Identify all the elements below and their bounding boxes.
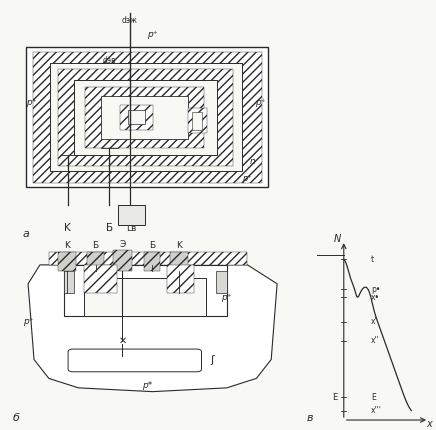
Text: p⁺: p⁺ bbox=[221, 292, 232, 301]
Text: xк: xк bbox=[170, 280, 179, 286]
Text: p*: p* bbox=[142, 381, 152, 390]
Text: x': x' bbox=[371, 317, 378, 326]
Bar bbox=[216, 270, 227, 293]
Bar bbox=[112, 250, 132, 270]
Bar bbox=[170, 252, 188, 270]
Text: n⁺: n⁺ bbox=[137, 110, 147, 119]
Text: а: а bbox=[23, 229, 29, 239]
Bar bbox=[85, 265, 117, 293]
Bar bbox=[33, 52, 262, 183]
Text: p⁺: p⁺ bbox=[26, 98, 37, 108]
Text: x''': x''' bbox=[371, 406, 382, 415]
Text: p⁺: p⁺ bbox=[255, 98, 266, 108]
Text: p: p bbox=[217, 140, 223, 148]
Bar bbox=[50, 64, 242, 171]
Bar bbox=[144, 252, 160, 270]
Text: K: K bbox=[176, 242, 182, 250]
Text: xэ: xэ bbox=[88, 280, 96, 286]
Bar bbox=[64, 270, 74, 293]
Text: dэв: dэв bbox=[103, 56, 116, 65]
Text: p⁺: p⁺ bbox=[147, 30, 158, 39]
Text: Э: Э bbox=[119, 240, 126, 249]
Text: в: в bbox=[307, 413, 313, 423]
Text: x'': x'' bbox=[371, 336, 380, 345]
Text: p: p bbox=[142, 298, 148, 308]
Text: p•: p• bbox=[371, 285, 380, 294]
Bar bbox=[118, 205, 144, 224]
Bar bbox=[102, 96, 187, 138]
Bar bbox=[85, 87, 204, 147]
Text: ✕: ✕ bbox=[119, 335, 127, 346]
Text: ʃ: ʃ bbox=[210, 356, 214, 365]
Text: n: n bbox=[249, 157, 255, 166]
Text: Б: Б bbox=[106, 223, 113, 233]
Text: Lв: Lв bbox=[126, 224, 136, 233]
Text: n⁺: n⁺ bbox=[96, 273, 105, 283]
Bar bbox=[49, 252, 248, 265]
Bar bbox=[187, 108, 207, 133]
Bar bbox=[75, 80, 217, 155]
Text: N: N bbox=[334, 234, 341, 244]
PathPatch shape bbox=[28, 265, 277, 392]
Text: p⁺: p⁺ bbox=[23, 317, 33, 326]
Text: K: K bbox=[64, 242, 70, 250]
Bar bbox=[58, 252, 75, 270]
Bar bbox=[26, 47, 269, 187]
Text: Z•: Z• bbox=[89, 110, 100, 119]
Text: p⁺: p⁺ bbox=[242, 174, 252, 183]
Text: n⁺: n⁺ bbox=[129, 356, 140, 365]
Text: E: E bbox=[371, 393, 375, 402]
Bar bbox=[167, 265, 194, 293]
Text: Б: Б bbox=[92, 242, 99, 250]
Bar bbox=[128, 110, 144, 124]
Bar bbox=[120, 104, 153, 130]
Text: ψб: ψб bbox=[89, 298, 98, 304]
Text: K: K bbox=[65, 223, 71, 233]
Bar bbox=[192, 112, 202, 130]
Text: dэж: dэж bbox=[122, 16, 138, 25]
Bar bbox=[64, 265, 227, 316]
Bar bbox=[58, 69, 233, 166]
Text: E: E bbox=[332, 393, 337, 402]
Text: б: б bbox=[13, 413, 20, 423]
Text: x•: x• bbox=[371, 292, 380, 301]
FancyBboxPatch shape bbox=[68, 349, 201, 372]
Bar bbox=[87, 252, 104, 270]
Bar bbox=[85, 278, 206, 316]
Text: t: t bbox=[371, 255, 374, 264]
Text: x: x bbox=[427, 419, 433, 429]
Text: Б: Б bbox=[149, 242, 155, 250]
